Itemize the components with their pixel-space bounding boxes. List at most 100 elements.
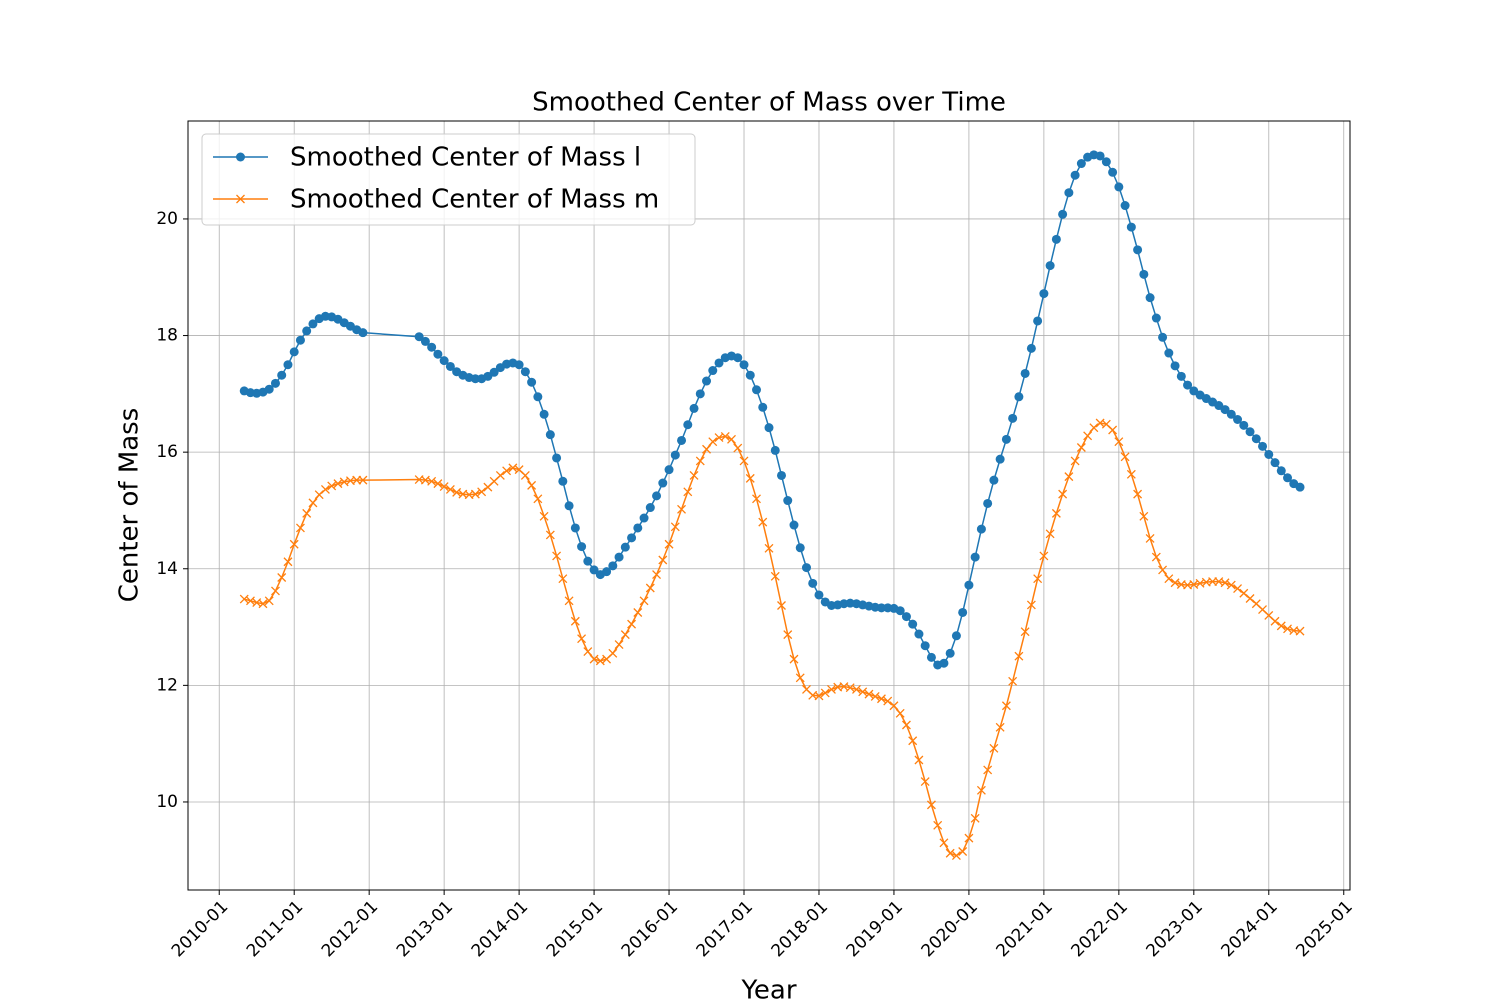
data-point — [1070, 170, 1080, 180]
data-point — [602, 567, 612, 577]
data-point — [664, 539, 674, 549]
data-point — [970, 552, 980, 562]
data-point — [1239, 420, 1249, 430]
data-point — [652, 570, 662, 580]
data-point — [677, 504, 686, 514]
data-point — [1295, 626, 1305, 636]
data-point — [745, 473, 755, 483]
legend-label: Smoothed Center of Mass l — [290, 143, 641, 173]
data-point — [870, 691, 880, 701]
data-point — [739, 456, 749, 466]
data-point — [358, 475, 368, 485]
data-point — [895, 708, 905, 718]
data-point — [295, 335, 305, 345]
data-point — [1151, 552, 1161, 562]
data-point — [983, 498, 993, 508]
data-point — [302, 326, 312, 336]
data-point — [1083, 431, 1093, 441]
data-point — [1276, 621, 1286, 631]
data-point — [1045, 261, 1055, 271]
data-point — [951, 631, 961, 641]
data-point — [926, 652, 936, 662]
data-point — [695, 389, 705, 399]
data-point — [570, 523, 580, 533]
data-point — [433, 349, 443, 359]
data-point — [308, 498, 318, 508]
data-point — [795, 543, 805, 553]
data-point — [527, 377, 537, 387]
data-point — [502, 466, 512, 476]
data-point — [708, 437, 718, 447]
data-point — [1001, 434, 1011, 444]
data-point — [1239, 588, 1249, 598]
data-point — [783, 630, 793, 640]
data-point — [901, 612, 911, 622]
data-point — [545, 530, 555, 540]
data-point — [564, 501, 574, 511]
grid — [188, 121, 1350, 890]
data-point — [889, 701, 899, 711]
data-point — [583, 647, 593, 657]
data-point — [570, 616, 580, 626]
data-point — [277, 573, 287, 582]
data-point — [995, 722, 1005, 732]
data-point — [739, 360, 749, 370]
legend-marker — [236, 152, 245, 162]
data-point — [1126, 222, 1136, 232]
y-tick-label: 12 — [156, 675, 178, 695]
data-point — [1270, 616, 1280, 626]
data-point — [433, 479, 443, 489]
data-point — [689, 403, 699, 413]
data-point — [1139, 269, 1149, 279]
data-point — [795, 673, 805, 683]
data-point — [1001, 701, 1011, 711]
data-point — [258, 599, 268, 609]
data-point — [1014, 392, 1024, 402]
data-point — [264, 384, 274, 394]
data-point — [1076, 159, 1086, 169]
data-point — [289, 347, 299, 357]
data-point — [958, 847, 968, 856]
data-point — [1183, 380, 1193, 390]
data-point — [1045, 529, 1055, 539]
data-point — [470, 374, 480, 384]
data-point — [933, 820, 943, 830]
data-point — [608, 561, 618, 571]
y-tick-label: 10 — [156, 792, 178, 812]
data-point — [789, 654, 799, 664]
data-point — [645, 583, 655, 593]
data-point — [976, 524, 986, 534]
data-point — [983, 765, 993, 775]
data-point — [945, 848, 955, 858]
data-point — [745, 370, 755, 380]
data-point — [414, 332, 424, 342]
data-point — [302, 508, 312, 518]
data-point — [695, 456, 705, 466]
data-point — [920, 641, 930, 651]
data-point — [777, 601, 786, 610]
data-point — [1133, 245, 1143, 255]
data-point — [733, 443, 743, 453]
data-point — [1145, 293, 1155, 303]
data-point — [283, 557, 293, 567]
data-point — [1126, 469, 1136, 479]
data-point — [639, 513, 649, 523]
data-point — [1233, 584, 1243, 594]
data-point — [633, 523, 643, 533]
data-point — [514, 360, 524, 370]
data-point — [1039, 551, 1049, 561]
data-point — [758, 402, 768, 412]
data-point — [271, 586, 280, 596]
data-point — [801, 563, 811, 573]
data-point — [1120, 452, 1130, 462]
data-point — [1114, 182, 1124, 192]
data-point — [876, 603, 886, 613]
data-point — [1270, 458, 1280, 468]
data-point — [683, 487, 693, 497]
data-point — [964, 833, 974, 843]
data-point — [752, 385, 762, 395]
data-point — [1108, 425, 1118, 435]
legend-label: Smoothed Center of Mass m — [290, 185, 659, 215]
data-point — [520, 367, 530, 377]
